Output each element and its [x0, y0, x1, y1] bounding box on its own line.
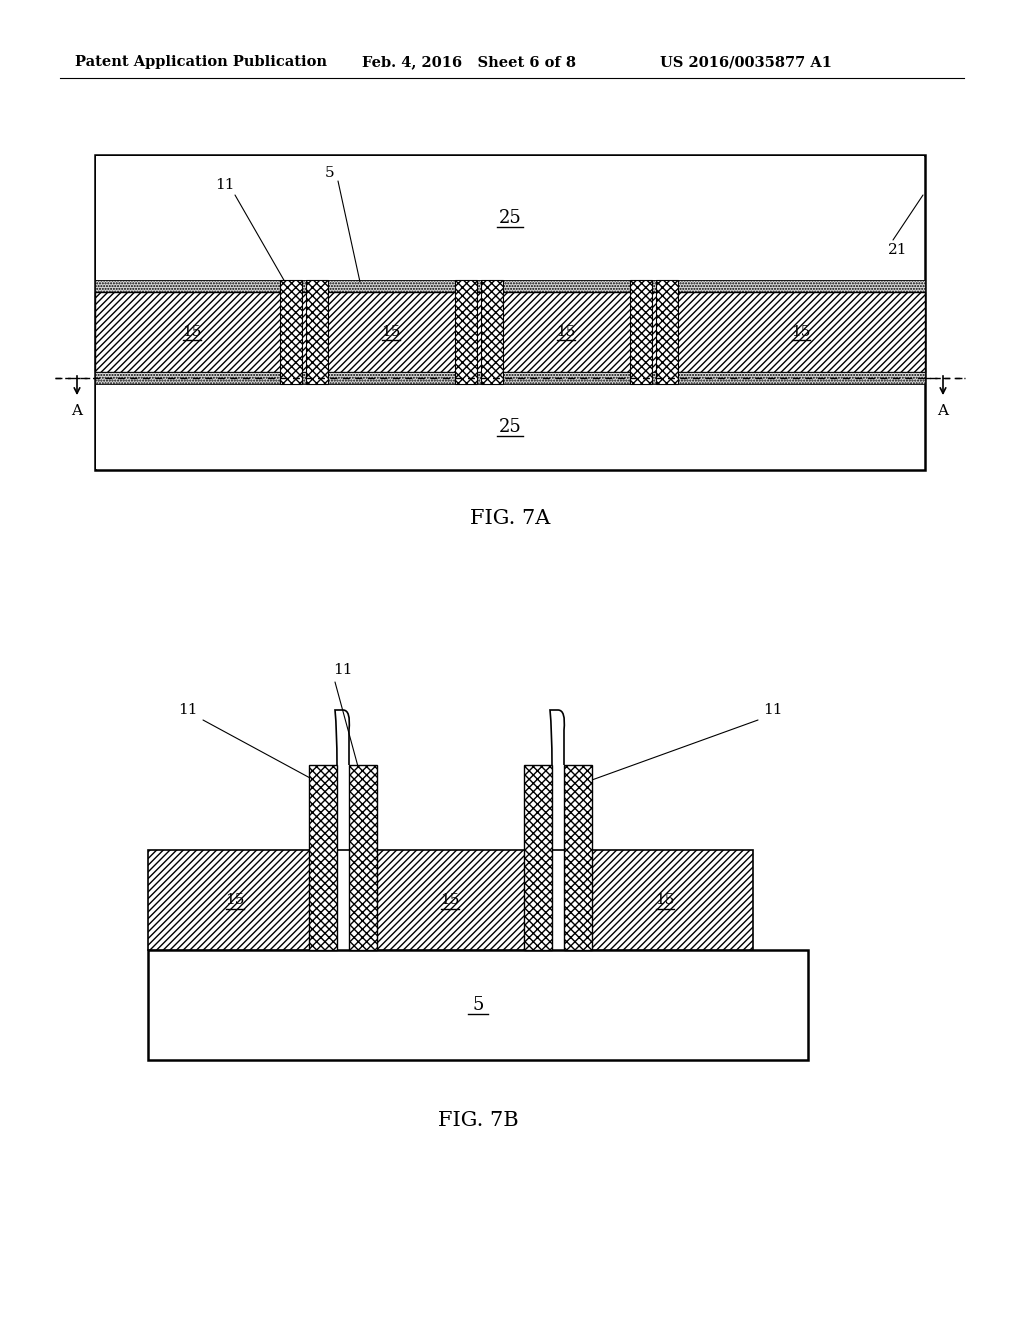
Bar: [95, 292, 925, 372]
Text: Patent Application Publication: Patent Application Publication: [75, 55, 327, 69]
Bar: [455, 280, 477, 384]
Text: FIG. 7B: FIG. 7B: [437, 1110, 518, 1130]
Bar: [362, 850, 538, 950]
Text: 15: 15: [225, 894, 245, 907]
Text: 11: 11: [178, 704, 198, 717]
Bar: [95, 280, 925, 292]
Text: FIG. 7A: FIG. 7A: [470, 508, 550, 528]
Text: A: A: [938, 404, 948, 418]
Text: 15: 15: [655, 894, 675, 907]
Bar: [148, 950, 808, 1060]
Bar: [564, 766, 592, 950]
Text: 15: 15: [182, 325, 202, 339]
Text: 11: 11: [763, 704, 782, 717]
Text: 11: 11: [333, 663, 352, 677]
Text: 5: 5: [472, 997, 483, 1014]
Text: 15: 15: [792, 325, 811, 339]
Bar: [96, 384, 924, 469]
Bar: [95, 372, 925, 384]
Bar: [95, 154, 925, 470]
Bar: [349, 766, 377, 950]
Text: 15: 15: [556, 325, 575, 339]
Text: 21: 21: [888, 243, 907, 257]
Bar: [578, 850, 753, 950]
Bar: [306, 280, 328, 384]
Text: 25: 25: [499, 209, 521, 227]
Bar: [524, 766, 552, 950]
Text: 15: 15: [381, 325, 400, 339]
Bar: [630, 280, 652, 384]
Bar: [96, 156, 924, 280]
Text: US 2016/0035877 A1: US 2016/0035877 A1: [660, 55, 831, 69]
Bar: [481, 280, 503, 384]
Text: Feb. 4, 2016   Sheet 6 of 8: Feb. 4, 2016 Sheet 6 of 8: [362, 55, 575, 69]
Text: 15: 15: [440, 894, 460, 907]
Bar: [309, 766, 337, 950]
Bar: [656, 280, 678, 384]
Text: 5: 5: [326, 166, 335, 180]
Text: 11: 11: [215, 178, 234, 191]
Text: 25: 25: [499, 418, 521, 436]
Bar: [280, 280, 302, 384]
Bar: [148, 850, 323, 950]
Text: A: A: [72, 404, 83, 418]
